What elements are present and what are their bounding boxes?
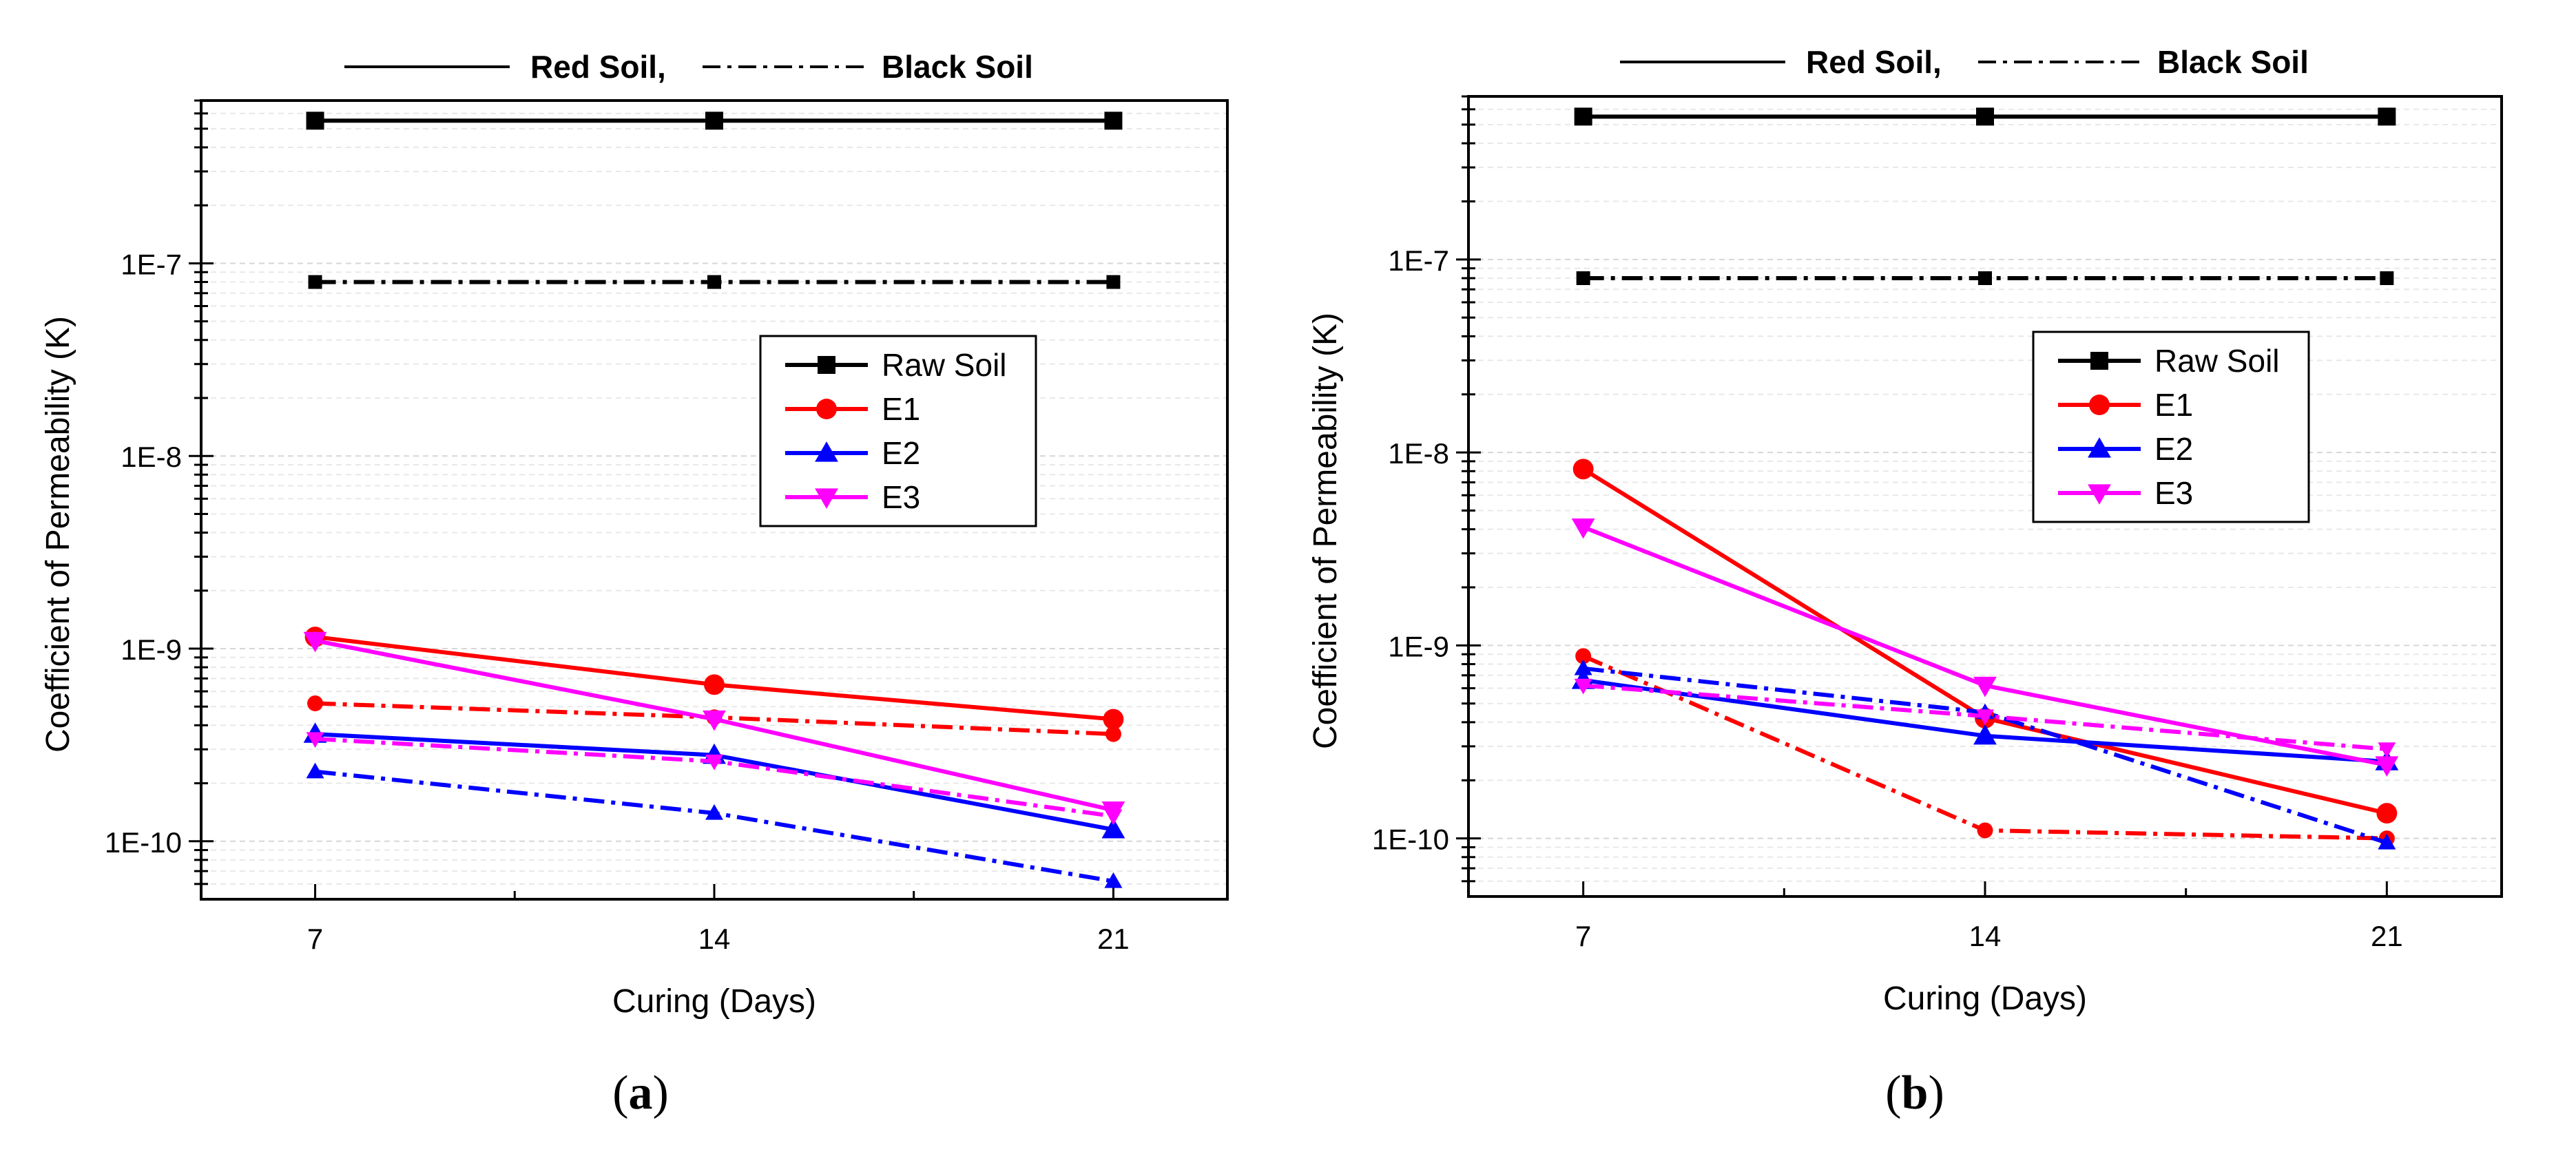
- plot-frame: [1467, 95, 2503, 898]
- legend-swatch-marker: [818, 356, 835, 374]
- legend-label: E1: [2154, 387, 2193, 423]
- legend-frame: [2032, 331, 2310, 523]
- data-point: [1101, 817, 1125, 839]
- panel-label: (a): [612, 1067, 669, 1120]
- data-point: [1104, 872, 1123, 888]
- plot-frame: [200, 99, 1229, 901]
- data-point: [2375, 756, 2399, 777]
- y-tick-label: 1E-8: [1388, 437, 1449, 470]
- data-point: [703, 710, 726, 731]
- data-point: [1106, 275, 1121, 289]
- data-point: [1575, 648, 1592, 664]
- x-axis-label: Curing (Days): [612, 983, 816, 1020]
- x-tick-label: 7: [1575, 920, 1591, 952]
- legend-swatch-marker: [816, 399, 837, 419]
- legend-swatch-marker: [2090, 352, 2108, 370]
- legend-label: E2: [2154, 431, 2193, 467]
- data-point: [2378, 833, 2396, 850]
- series-e2-red-soil: [303, 722, 1125, 839]
- data-point: [1976, 107, 1994, 126]
- style-legend: Red Soil, Black Soil: [1620, 44, 2309, 80]
- data-point: [1104, 112, 1123, 130]
- data-point: [306, 112, 324, 130]
- data-point: [1571, 518, 1595, 539]
- y-tick-label: 1E-9: [1388, 630, 1449, 662]
- series-e2-black-soil: [306, 762, 1123, 888]
- legend-swatch-marker: [815, 441, 838, 462]
- data-point: [306, 762, 324, 779]
- data-point: [1973, 676, 1997, 697]
- x-axis-label: Curing (Days): [1883, 980, 2087, 1017]
- legend-swatch-marker: [815, 488, 838, 509]
- data-point: [306, 732, 324, 748]
- legend-frame: [759, 335, 1037, 527]
- data-point: [307, 695, 324, 711]
- series-raw-soil-red-soil: [306, 112, 1123, 130]
- panel-label: (b): [1885, 1067, 1944, 1120]
- legend-label: E3: [882, 479, 920, 515]
- data-point: [1576, 271, 1590, 286]
- data-point: [1976, 709, 1994, 726]
- legend: Raw Soil E1 E2 E3: [759, 335, 1037, 527]
- legend-label: Raw Soil: [2154, 343, 2280, 379]
- series-raw-soil-red-soil: [1574, 107, 2396, 126]
- series-raw-soil-black-soil: [308, 275, 1121, 289]
- data-point: [704, 674, 725, 695]
- series-line: [315, 769, 1114, 883]
- chart-panel-b: 1E-10 1E-9 1E-8 1E-7 7 14 21 Curing (Days) Coeff…: [1307, 44, 2503, 1120]
- y-tick-label: 1E-10: [1372, 823, 1449, 856]
- x-tick-label: 14: [698, 923, 731, 955]
- style-legend: Red Soil, Black Soil: [344, 49, 1033, 85]
- style-legend-solid-label: Red Soil,: [1806, 44, 1942, 80]
- data-point: [1574, 659, 1592, 675]
- series-raw-soil-black-soil: [1576, 271, 2394, 286]
- data-point: [1973, 724, 1997, 745]
- legend: Raw Soil E1 E2 E3: [2032, 331, 2310, 523]
- x-tick-label: 21: [1097, 923, 1130, 955]
- y-axis-label: Coefficient of Permeability (K): [40, 316, 76, 753]
- style-legend-dashdot-label: Black Soil: [2157, 44, 2309, 80]
- series-e3-red-soil: [303, 631, 1125, 822]
- legend-swatch-marker: [2089, 395, 2110, 415]
- y-tick-label: 1E-7: [1388, 244, 1449, 277]
- data-point: [1103, 709, 1124, 730]
- data-point: [1105, 726, 1121, 742]
- x-tick-label: 7: [307, 923, 323, 955]
- data-point: [2378, 107, 2396, 126]
- data-point: [2380, 271, 2394, 286]
- x-tick-label: 14: [1969, 920, 2002, 952]
- series-e3-black-soil: [306, 732, 1123, 826]
- y-tick-label: 1E-8: [121, 441, 182, 473]
- style-legend-dashdot-label: Black Soil: [882, 49, 1033, 85]
- x-tick-label: 21: [2371, 920, 2403, 952]
- y-tick-label: 1E-9: [121, 633, 182, 666]
- data-point: [2378, 742, 2396, 759]
- data-point: [705, 112, 723, 130]
- data-point: [303, 631, 327, 653]
- data-point: [1104, 809, 1123, 826]
- data-point: [1572, 459, 1594, 480]
- chart-panel-a: 1E-10 1E-9 1E-8 1E-7 7 14 21 Curing (Days) Coeff…: [40, 49, 1229, 1120]
- data-point: [1978, 271, 1992, 286]
- y-tick-label: 1E-10: [105, 826, 182, 859]
- legend-label: Raw Soil: [882, 347, 1007, 383]
- data-point: [705, 754, 723, 770]
- data-point: [1574, 107, 1592, 126]
- legend-label: E1: [882, 391, 920, 427]
- style-legend-solid-label: Red Soil,: [530, 49, 666, 85]
- data-point: [1977, 822, 1993, 839]
- series-e3-black-soil: [1574, 678, 2396, 759]
- data-point: [1574, 678, 1592, 695]
- data-point: [707, 275, 721, 289]
- data-point: [705, 804, 723, 820]
- data-point: [308, 275, 322, 289]
- legend-label: E3: [2154, 475, 2193, 511]
- legend-swatch-marker: [2088, 484, 2111, 505]
- y-axis-label: Coefficient of Permeability (K): [1307, 313, 1344, 749]
- legend-label: E2: [882, 435, 920, 471]
- data-point: [2376, 803, 2398, 824]
- legend-swatch-marker: [2088, 437, 2111, 458]
- y-tick-label: 1E-7: [121, 248, 182, 280]
